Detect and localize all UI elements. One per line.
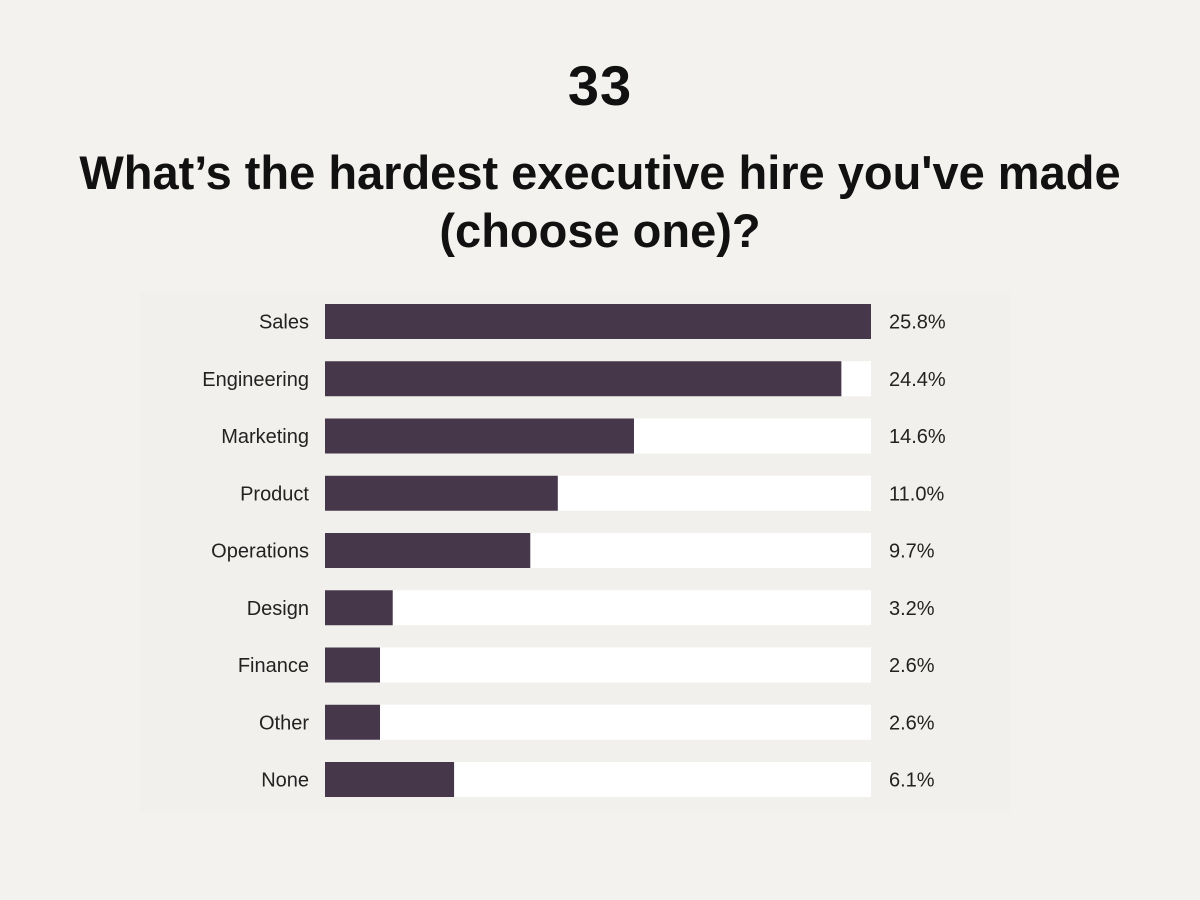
value-label-marketing: 14.6%: [889, 426, 946, 448]
category-label-sales: Sales: [259, 312, 309, 334]
value-label-product: 11.0%: [889, 483, 944, 505]
category-label-none: None: [261, 770, 309, 792]
bar-track-finance: [325, 647, 871, 683]
category-label-other: Other: [259, 712, 309, 734]
bar-engineering: [325, 361, 842, 397]
bar-operations: [325, 533, 531, 568]
bar-product: [325, 475, 558, 511]
bar-finance: [325, 647, 381, 683]
bar-other: [325, 704, 381, 740]
bars-group: Sales 25.8% Engineering 24.4% Marketing 14.6%…: [202, 304, 946, 797]
category-label-finance: Finance: [238, 655, 309, 677]
value-label-engineering: 24.4%: [889, 369, 946, 391]
bar-track-design: [325, 590, 871, 626]
category-label-design: Design: [247, 598, 309, 620]
category-label-operations: Operations: [211, 541, 309, 563]
page-title: What’s the hardest executive hire you've…: [79, 146, 1121, 257]
bar-design: [325, 590, 393, 626]
category-label-marketing: Marketing: [221, 426, 309, 448]
value-label-sales: 25.8%: [889, 312, 946, 334]
bar-sales: [325, 304, 871, 339]
bar-marketing: [325, 418, 634, 454]
value-label-design: 3.2%: [889, 598, 935, 620]
page-number: 33: [567, 54, 633, 117]
bar-track-other: [325, 704, 871, 740]
value-label-operations: 9.7%: [889, 541, 935, 563]
bar-none: [325, 762, 455, 797]
value-label-finance: 2.6%: [889, 655, 935, 677]
category-label-engineering: Engineering: [202, 369, 309, 391]
value-label-none: 6.1%: [889, 770, 935, 792]
value-label-other: 2.6%: [889, 712, 935, 734]
category-label-product: Product: [240, 483, 309, 505]
